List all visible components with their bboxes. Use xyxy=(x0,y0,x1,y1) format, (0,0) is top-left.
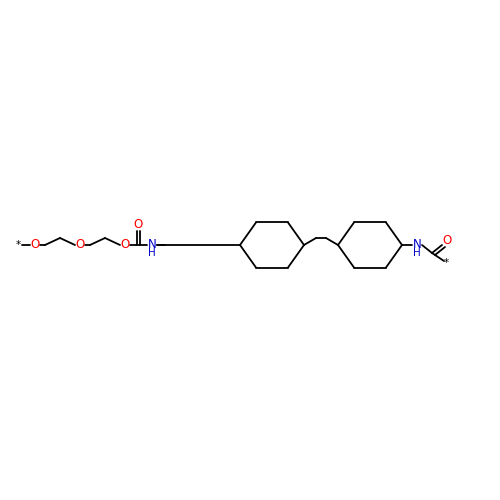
Text: H: H xyxy=(148,248,156,258)
Text: O: O xyxy=(442,234,452,246)
Text: O: O xyxy=(30,238,40,252)
Text: O: O xyxy=(134,218,143,232)
Text: N: N xyxy=(148,238,156,252)
Text: O: O xyxy=(76,238,84,252)
Text: O: O xyxy=(120,238,130,252)
Text: *: * xyxy=(444,258,448,268)
Text: *: * xyxy=(16,240,20,250)
Text: N: N xyxy=(412,238,422,252)
Text: H: H xyxy=(413,248,421,258)
